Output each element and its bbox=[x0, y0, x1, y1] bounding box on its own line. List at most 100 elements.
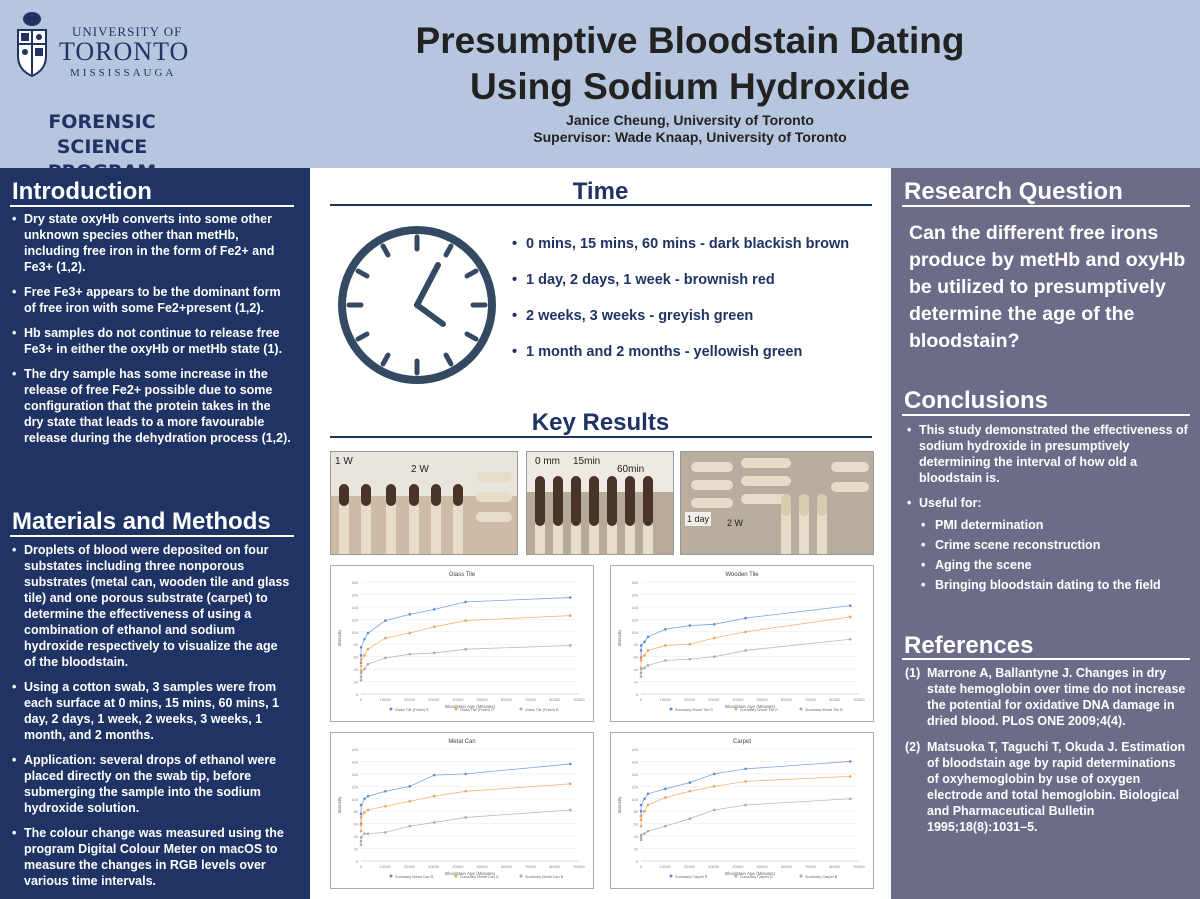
chart-glass-tile-plot: Glass Tile 0 20 40 60 80 100 120 140 160 180 0 10000… bbox=[337, 572, 585, 712]
y-tick-label: 120 bbox=[631, 784, 638, 789]
y-tick-label: 20 bbox=[634, 847, 639, 852]
methods-list: Droplets of blood were deposited on four… bbox=[10, 542, 292, 898]
data-point bbox=[359, 664, 363, 668]
list-item: The dry sample has some increase in the … bbox=[10, 366, 292, 446]
data-point bbox=[712, 772, 716, 776]
x-tick-label: 0 bbox=[360, 697, 363, 702]
reference-item: (1) Marrone A, Ballantyne J. Changes in d… bbox=[905, 665, 1190, 729]
legend-marker bbox=[519, 707, 523, 711]
list-item: 2 weeks, 3 weeks - greyish green bbox=[510, 308, 849, 344]
x-tick-label: 70000 bbox=[525, 864, 537, 869]
photo-label: 1 W bbox=[335, 456, 353, 467]
chart-title: Carpet bbox=[733, 739, 751, 745]
swab bbox=[781, 494, 791, 554]
list-item: 1 month and 2 months - yellowish green bbox=[510, 344, 849, 380]
data-point bbox=[363, 654, 366, 657]
y-tick-label: 120 bbox=[351, 784, 358, 789]
data-point bbox=[664, 627, 667, 631]
data-point bbox=[359, 669, 363, 672]
introduction-rule bbox=[10, 205, 294, 207]
list-item: 1 day, 2 days, 1 week - brownish red bbox=[510, 272, 849, 308]
chart-title: Glass Tile bbox=[449, 572, 476, 578]
data-point bbox=[408, 785, 412, 788]
x-tick-label: 60000 bbox=[781, 697, 793, 702]
list-item: Useful for: PMI determination Crime scen… bbox=[905, 495, 1191, 593]
data-point bbox=[359, 646, 363, 649]
photo-label: 1 day bbox=[685, 512, 712, 526]
data-point bbox=[359, 836, 363, 839]
x-tick-label: 90000 bbox=[853, 697, 865, 702]
y-tick-label: 0 bbox=[356, 692, 359, 697]
series-line bbox=[640, 775, 851, 827]
data-point bbox=[664, 787, 667, 791]
y-tick-label: 80 bbox=[634, 642, 639, 647]
x-tick-label: 10000 bbox=[380, 697, 392, 702]
swab bbox=[361, 484, 371, 554]
data-point bbox=[646, 803, 650, 807]
list-item: Bringing bloodstain dating to the field bbox=[919, 577, 1191, 593]
data-point bbox=[384, 831, 387, 834]
data-point bbox=[384, 804, 387, 808]
y-tick-label: 40 bbox=[634, 667, 639, 672]
data-point bbox=[688, 817, 692, 820]
y-tick-label: 100 bbox=[351, 797, 358, 802]
series-line bbox=[640, 605, 851, 658]
data-point bbox=[464, 647, 467, 651]
chart-carpet-plot: Carpet 0 20 40 60 80 100 120 140 160 180 0 10000 2000… bbox=[617, 739, 865, 879]
data-point bbox=[363, 811, 366, 814]
legend-label: Summary Carpet B bbox=[805, 875, 838, 879]
data-point bbox=[366, 832, 370, 835]
y-tick-label: 180 bbox=[351, 580, 358, 585]
data-point bbox=[639, 649, 643, 652]
swab bbox=[831, 462, 869, 472]
y-tick-label: 60 bbox=[634, 655, 639, 660]
x-tick-label: 80000 bbox=[829, 864, 841, 869]
legend-label: Summary Carpet R bbox=[675, 875, 708, 879]
data-point bbox=[359, 658, 363, 662]
data-point bbox=[432, 608, 436, 611]
x-axis-label: Bloodstain Age (Minutes) bbox=[725, 704, 776, 709]
chart-title: Wooden Tile bbox=[725, 572, 759, 578]
left-column: Introduction Dry state oxyHb converts in… bbox=[0, 168, 310, 899]
data-point bbox=[384, 619, 387, 622]
y-tick-label: 140 bbox=[631, 605, 638, 610]
chart-metal-can-plot: Metal Can 0 20 40 60 80 100 120 140 160 180 0 10000 2… bbox=[337, 739, 585, 879]
right-column: Research Question Can the different free… bbox=[891, 168, 1200, 899]
data-point bbox=[366, 662, 370, 666]
legend-label: Glass Tile (Fresh) R bbox=[395, 708, 429, 712]
author: Janice Cheung, University of Toronto bbox=[566, 112, 814, 128]
reference-text: Matsuoka T, Taguchi T, Okuda J. Estimati… bbox=[927, 740, 1186, 834]
data-point bbox=[643, 809, 646, 813]
x-tick-label: 30000 bbox=[428, 864, 440, 869]
data-point bbox=[688, 790, 692, 793]
series-line bbox=[360, 763, 571, 824]
reference-item: (2) Matsuoka T, Taguchi T, Okuda J. Estim… bbox=[905, 739, 1190, 835]
data-point bbox=[664, 644, 667, 647]
list-item: PMI determination bbox=[919, 517, 1191, 533]
data-point bbox=[688, 657, 692, 661]
data-point bbox=[639, 667, 643, 671]
y-tick-label: 80 bbox=[354, 809, 359, 814]
swab-photo-2: 0 mm 15min 60min bbox=[526, 451, 674, 555]
y-tick-label: 160 bbox=[631, 759, 638, 764]
legend-marker bbox=[454, 874, 458, 878]
useful-for-list: PMI determination Crime scene reconstruc… bbox=[919, 517, 1191, 593]
data-point bbox=[639, 659, 643, 662]
swab bbox=[691, 498, 733, 508]
swab bbox=[431, 484, 441, 554]
data-point bbox=[712, 808, 716, 812]
data-point bbox=[639, 836, 643, 839]
x-tick-label: 80000 bbox=[829, 697, 841, 702]
y-tick-label: 180 bbox=[351, 747, 358, 752]
y-tick-label: 0 bbox=[356, 859, 359, 864]
y-tick-label: 0 bbox=[636, 859, 639, 864]
x-axis-label: Bloodstain Age (Minutes) bbox=[445, 871, 496, 876]
data-point bbox=[384, 656, 387, 660]
data-point bbox=[639, 818, 643, 822]
data-point bbox=[646, 649, 650, 652]
swab bbox=[741, 476, 791, 486]
x-tick-label: 0 bbox=[360, 864, 363, 869]
x-tick-label: 0 bbox=[640, 697, 643, 702]
program-line1: FORENSIC SCIENCE bbox=[48, 111, 156, 158]
data-point bbox=[639, 814, 643, 818]
